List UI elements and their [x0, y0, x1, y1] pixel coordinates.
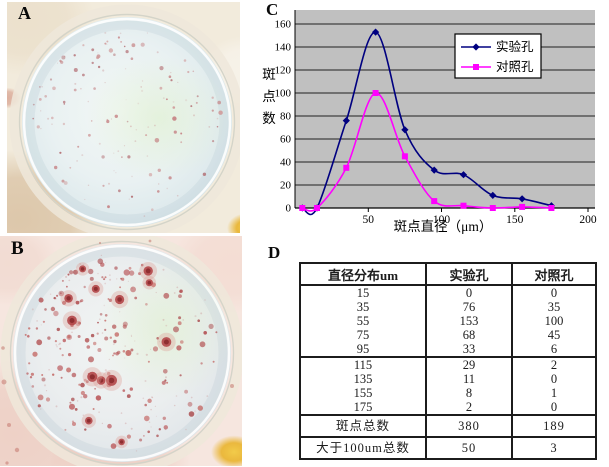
svg-text:160: 160 — [275, 19, 292, 31]
svg-text:数: 数 — [262, 111, 276, 126]
table-cell: 68 — [425, 328, 513, 342]
table-group-1: 115 29 2 135 11 0 155 8 1 175 2 0 — [299, 357, 597, 415]
table-row: 95 33 6 — [299, 342, 597, 357]
panel-d-table: 直径分布um 实验孔 对照孔 15 0 0 35 76 35 55 153 100 75 68 45 95 3… — [299, 262, 597, 460]
table-cell: 35 — [299, 300, 427, 314]
diameter-distribution-table: 直径分布um 实验孔 对照孔 15 0 0 35 76 35 55 153 100 75 68 45 95 3… — [299, 262, 597, 460]
y-tick-labels: 0 20 40 60 80 100 120 140 160 — [275, 19, 292, 215]
table-cell: 115 — [299, 357, 427, 372]
svg-text:50: 50 — [363, 214, 375, 226]
svg-text:150: 150 — [506, 214, 524, 226]
yellow-blob — [211, 435, 242, 466]
petri-dish-rim — [9, 4, 240, 233]
table-cell: 11 — [425, 372, 513, 386]
svg-text:20: 20 — [280, 180, 292, 192]
gridlines — [295, 23, 595, 186]
table-cell: 0 — [511, 285, 597, 300]
table-header-row: 直径分布um 实验孔 对照孔 — [299, 263, 597, 285]
table-cell: 斑点总数 — [299, 415, 427, 437]
table-cell: 175 — [299, 400, 427, 415]
table-group-2: 斑点总数 380 189 — [299, 415, 597, 437]
table-cell: 0 — [511, 400, 597, 415]
table-cell: 3 — [511, 437, 597, 459]
column-header-0: 直径分布um — [299, 263, 427, 285]
svg-text:100: 100 — [275, 88, 292, 100]
table-cell: 大于100um总数 — [299, 437, 427, 459]
y-axis-title: 斑点数 — [262, 67, 276, 126]
svg-text:200: 200 — [579, 214, 597, 226]
svg-text:0: 0 — [286, 203, 292, 215]
panel-label-c: C — [266, 0, 279, 19]
panel-label-b: B — [11, 238, 24, 259]
table-cell: 153 — [425, 314, 513, 328]
svg-text:斑: 斑 — [262, 67, 276, 82]
table-cell: 50 — [425, 437, 513, 459]
petri-dish-rim — [0, 236, 242, 466]
svg-text:140: 140 — [275, 42, 292, 54]
table-row: 15 0 0 — [299, 285, 597, 300]
yellow-blob — [227, 214, 240, 233]
table-row: 55 153 100 — [299, 314, 597, 328]
table-cell: 100 — [511, 314, 597, 328]
svg-text:60: 60 — [280, 134, 292, 146]
table-row: 大于100um总数 50 3 — [299, 437, 597, 459]
table-cell: 189 — [511, 415, 597, 437]
spot-diameter-line-chart: 0 20 40 60 80 100 120 140 160 50 100 150 200 实验孔对照孔斑点… — [262, 10, 597, 234]
table-row: 135 11 0 — [299, 372, 597, 386]
table-cell: 33 — [425, 342, 513, 357]
spot-field — [32, 31, 223, 217]
table-row: 115 29 2 — [299, 357, 597, 372]
table-cell: 380 — [425, 415, 513, 437]
column-header-1: 实验孔 — [425, 263, 513, 285]
petri-dish-a-image — [7, 2, 240, 233]
table-cell: 29 — [425, 357, 513, 372]
svg-text:120: 120 — [275, 65, 292, 77]
table-cell: 2 — [425, 400, 513, 415]
svg-text:40: 40 — [280, 157, 292, 169]
plot-area — [295, 10, 595, 208]
table-row: 35 76 35 — [299, 300, 597, 314]
panel-label-a: A — [18, 3, 31, 23]
panel-c-chart: 0 20 40 60 80 100 120 140 160 50 100 150 200 实验孔 对照孔斑点… — [262, 0, 609, 240]
svg-text:点: 点 — [262, 89, 276, 104]
table-cell: 95 — [299, 342, 427, 357]
series-control — [299, 90, 555, 212]
x-tick-labels: 50 100 150 200 — [363, 214, 597, 226]
svg-text:实验孔: 实验孔 — [496, 39, 534, 54]
svg-text:对照孔: 对照孔 — [496, 60, 534, 74]
table-cell: 155 — [299, 386, 427, 400]
table-row: 斑点总数 380 189 — [299, 415, 597, 437]
table-row: 75 68 45 — [299, 328, 597, 342]
table-cell: 2 — [511, 357, 597, 372]
column-header-2: 对照孔 — [511, 263, 597, 285]
svg-text:100: 100 — [433, 214, 451, 226]
panel-b-photo — [0, 236, 242, 466]
table-cell: 35 — [511, 300, 597, 314]
petri-dish-b-image — [0, 236, 242, 466]
table-cell: 15 — [299, 285, 427, 300]
table-row: 155 8 1 — [299, 386, 597, 400]
svg-text:80: 80 — [280, 111, 292, 123]
panel-a-photo — [7, 2, 240, 233]
x-axis-title: 斑点直径（μm） — [394, 219, 493, 234]
table-cell: 0 — [511, 372, 597, 386]
table-cell: 1 — [511, 386, 597, 400]
table-cell: 0 — [425, 285, 513, 300]
table-cell: 75 — [299, 328, 427, 342]
table-cell: 45 — [511, 328, 597, 342]
table-row: 175 2 0 — [299, 400, 597, 415]
table-cell: 55 — [299, 314, 427, 328]
table-cell: 8 — [425, 386, 513, 400]
table-cell: 135 — [299, 372, 427, 386]
spot-field — [24, 254, 218, 452]
table-cell: 76 — [425, 300, 513, 314]
table-group-3: 大于100um总数 50 3 — [299, 437, 597, 459]
table-group-0: 15 0 0 35 76 35 55 153 100 75 68 45 95 33 6 — [299, 285, 597, 357]
panel-label-d: D — [268, 243, 281, 262]
table-cell: 6 — [511, 342, 597, 357]
